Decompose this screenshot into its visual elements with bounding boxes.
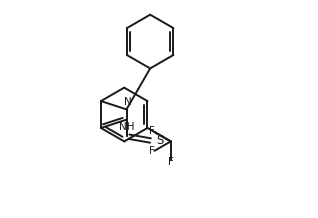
Text: F: F <box>149 126 155 136</box>
Text: NH: NH <box>119 122 134 132</box>
Text: N: N <box>124 97 132 107</box>
Text: F: F <box>168 157 174 167</box>
Text: S: S <box>156 135 163 147</box>
Text: F: F <box>149 146 155 157</box>
